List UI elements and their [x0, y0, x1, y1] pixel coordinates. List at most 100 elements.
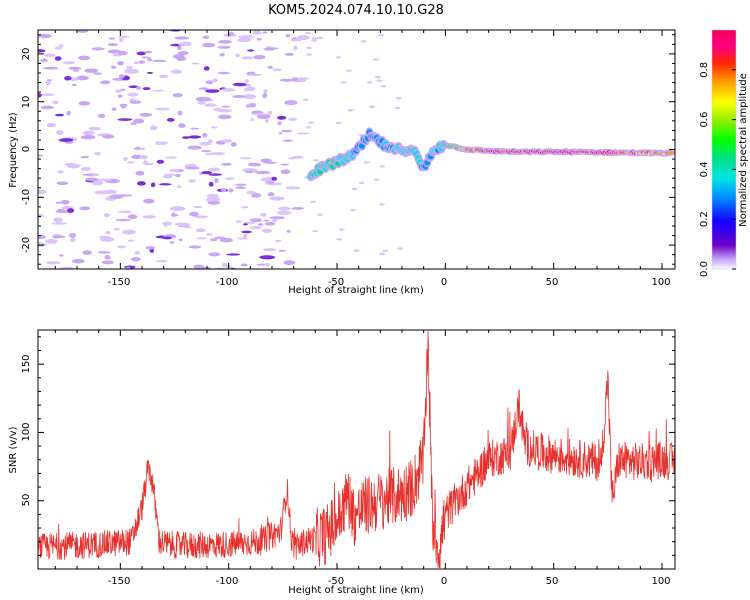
noise-speck	[146, 71, 154, 74]
noise-speck	[369, 105, 376, 108]
noise-speck	[56, 130, 64, 136]
noise-speck	[265, 47, 280, 50]
noise-speck	[271, 176, 278, 181]
noise-speck	[217, 45, 231, 49]
noise-speck	[139, 155, 149, 160]
noise-speck	[202, 132, 208, 138]
colorbar-tick-label: 0.0	[699, 261, 710, 277]
noise-speck	[129, 98, 136, 102]
noise-speck	[394, 106, 401, 110]
noise-speck	[107, 43, 119, 46]
snr-background	[38, 330, 675, 569]
noise-speck	[72, 83, 77, 87]
noise-speck	[278, 249, 286, 252]
noise-speck	[167, 173, 176, 176]
noise-speck	[257, 223, 264, 226]
noise-speck	[296, 132, 310, 135]
noise-speck	[93, 72, 103, 75]
noise-speck	[155, 260, 168, 263]
noise-speck	[67, 164, 80, 169]
noise-speck	[206, 197, 214, 201]
noise-speck	[127, 239, 135, 242]
noise-speck	[255, 170, 271, 175]
noise-speck	[263, 219, 270, 222]
noise-speck	[94, 190, 109, 195]
noise-speck	[142, 87, 151, 91]
noise-speck	[45, 80, 51, 86]
noise-speck	[306, 53, 313, 56]
noise-speck	[172, 93, 183, 98]
noise-speck	[94, 126, 101, 131]
noise-speck	[100, 236, 115, 242]
noise-speck	[201, 170, 213, 175]
colorbar-frame	[711, 29, 737, 270]
noise-speck	[275, 239, 282, 243]
noise-speck	[317, 36, 324, 40]
noise-speck	[108, 37, 116, 40]
colorbar-ticks	[732, 69, 736, 270]
noise-speck	[351, 187, 358, 191]
noise-speck	[396, 247, 403, 250]
noise-speck	[176, 56, 187, 62]
noise-speck	[116, 245, 127, 249]
noise-speck	[208, 167, 221, 172]
noise-speck	[195, 228, 206, 233]
colorbar: 0.0 0.2 0.4 0.6 0.8 Normalized spectral …	[699, 29, 749, 277]
noise-speck	[353, 249, 360, 252]
noise-speck	[141, 56, 149, 59]
noise-speck	[38, 93, 42, 98]
noise-speck	[205, 80, 214, 85]
noise-speck	[52, 235, 66, 239]
noise-speck	[241, 56, 254, 60]
noise-speck	[66, 110, 71, 116]
snr-ytick-label: 150	[21, 354, 32, 373]
noise-speck	[307, 121, 314, 124]
noise-speck	[55, 209, 70, 214]
snr-xtick-label: -150	[108, 576, 131, 587]
noise-speck	[46, 79, 53, 82]
noise-speck	[271, 219, 278, 223]
noise-speck	[239, 157, 253, 160]
noise-speck	[170, 69, 183, 74]
noise-speck	[240, 263, 248, 267]
noise-speck	[156, 159, 165, 164]
noise-speck	[43, 53, 56, 57]
colorbar-tick-label: 0.4	[699, 161, 710, 177]
noise-speck	[202, 42, 216, 48]
noise-speck	[229, 31, 235, 36]
noise-speck	[224, 177, 235, 180]
noise-speck	[219, 53, 225, 57]
noise-speck	[115, 89, 122, 93]
noise-speck	[144, 162, 154, 166]
noise-speck	[248, 102, 257, 108]
spectrogram-ytick-label: 10	[21, 96, 32, 109]
spectrogram-ticks	[38, 30, 675, 269]
spectrogram-xtick-label: 0	[441, 277, 447, 288]
noise-speck	[149, 125, 158, 131]
noise-speck	[126, 65, 133, 70]
noise-speck	[102, 134, 115, 139]
noise-speck	[155, 107, 170, 111]
noise-speck	[199, 141, 212, 146]
noise-speck	[97, 251, 111, 254]
colorbar-label: Normalized spectral amplitude	[738, 73, 749, 227]
noise-speck	[218, 40, 232, 44]
noise-speck	[38, 189, 47, 195]
noise-speck	[188, 245, 202, 249]
snr-ytick-label: 50	[21, 494, 32, 507]
spectrogram-xtick-label: 100	[651, 277, 670, 288]
noise-speck	[126, 161, 135, 164]
noise-speck	[288, 117, 297, 121]
noise-speck	[256, 263, 268, 266]
noise-speck	[203, 66, 210, 71]
noise-speck	[312, 229, 319, 233]
noise-speck	[101, 260, 114, 265]
spectrogram-xtick-label: -150	[108, 277, 131, 288]
noise-speck	[277, 121, 282, 126]
noise-speck	[118, 37, 124, 43]
noise-speck	[269, 216, 286, 220]
noise-speck	[235, 53, 240, 58]
noise-speck	[340, 81, 347, 84]
noise-speck	[262, 31, 268, 34]
noise-speck	[188, 179, 196, 183]
